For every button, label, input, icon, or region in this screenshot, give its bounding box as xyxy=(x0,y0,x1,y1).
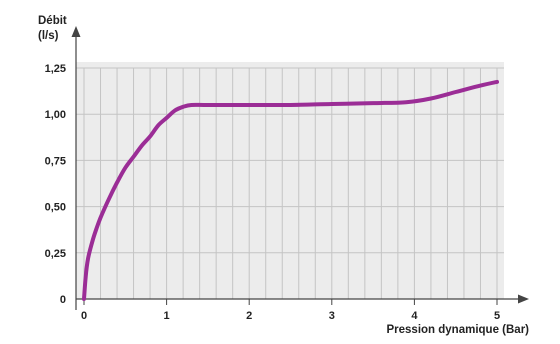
series-line xyxy=(82,79,499,301)
axes xyxy=(71,26,529,310)
grid-lines xyxy=(76,67,504,299)
y-axis-arrow xyxy=(71,26,81,37)
y-axis-label-line-2: (l/s) xyxy=(38,30,59,42)
x-axis-label: Pression dynamique (Bar) xyxy=(386,324,529,336)
x-tick-label: 1 xyxy=(164,310,170,322)
x-tick-labels: 0 1 2 3 4 5 xyxy=(81,299,500,322)
y-tick-label: 1,00 xyxy=(45,109,66,121)
y-tick-labels: 0 0,25 0,50 0,75 1,00 1,25 xyxy=(45,63,66,306)
y-tick-label: 0 xyxy=(60,294,66,306)
series-layer xyxy=(82,79,499,301)
y-tick-label: 0,50 xyxy=(45,202,66,214)
y-tick-label: 0,25 xyxy=(45,248,66,260)
plot-area xyxy=(76,62,504,299)
x-tick-label: 5 xyxy=(494,310,500,322)
x-tick-label: 3 xyxy=(329,310,335,322)
x-axis-arrow xyxy=(518,294,529,304)
x-tick-label: 4 xyxy=(411,310,418,322)
y-tick-label: 0,75 xyxy=(45,155,66,167)
x-tick-label: 2 xyxy=(246,310,252,322)
y-axis-label-line-1: Débit xyxy=(38,15,67,27)
y-tick-label: 1,25 xyxy=(45,63,66,75)
x-tick-label: 0 xyxy=(81,310,87,322)
